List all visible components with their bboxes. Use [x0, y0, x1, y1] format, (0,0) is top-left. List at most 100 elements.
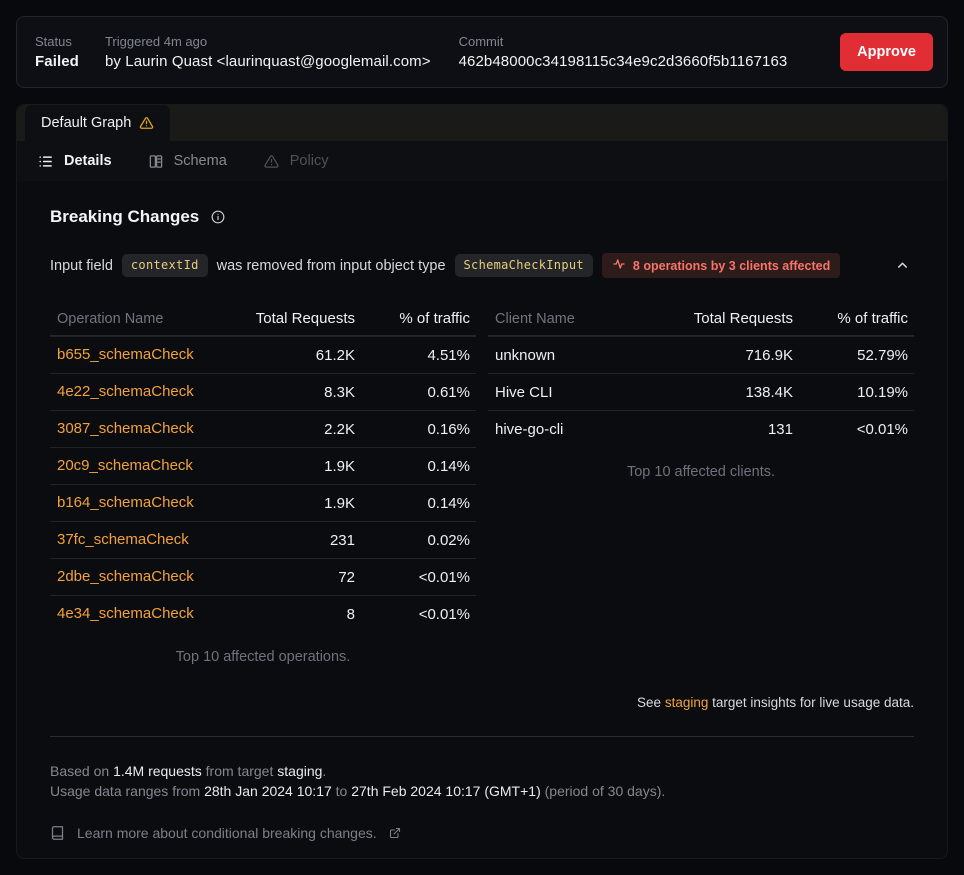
- table-row: hive-go-cli 131 <0.01%: [488, 410, 914, 447]
- operation-link[interactable]: 37fc_schemaCheck: [57, 531, 189, 548]
- nav-policy[interactable]: Policy: [263, 153, 329, 169]
- requests-cell: 8.3K: [324, 383, 355, 401]
- affected-operations-table: Operation Name Total Requests % of traff…: [50, 302, 476, 665]
- traffic-cell: <0.01%: [856, 420, 908, 438]
- traffic-cell: <0.01%: [418, 568, 470, 586]
- affected-operations-badge: 8 operations by 3 clients affected: [601, 253, 841, 278]
- status-field: Status Failed: [35, 34, 79, 70]
- requests-cell: 138.4K: [745, 383, 793, 401]
- table-row: 37fc_schemaCheck 231 0.02%: [50, 521, 476, 558]
- traffic-cell: 0.14%: [427, 494, 470, 512]
- to-word: to: [335, 783, 348, 800]
- requests-cell: 72: [338, 568, 355, 586]
- operation-link[interactable]: 4e34_schemaCheck: [57, 605, 194, 622]
- change-prefix: Input field: [50, 257, 113, 274]
- warning-triangle-icon: [139, 116, 154, 130]
- schema-check-panel: Default Graph Details: [16, 104, 948, 859]
- col-total-requests: Total Requests: [693, 310, 793, 327]
- col-client-name: Client Name: [495, 310, 575, 327]
- col-traffic: % of traffic: [837, 310, 908, 327]
- operation-link[interactable]: b655_schemaCheck: [57, 346, 194, 363]
- external-link-icon: [389, 827, 401, 839]
- traffic-cell: 0.16%: [427, 420, 470, 438]
- requests-cell: 1.9K: [324, 457, 355, 475]
- table-row: b655_schemaCheck 61.2K 4.51%: [50, 336, 476, 373]
- table-row: unknown 716.9K 52.79%: [488, 336, 914, 373]
- operation-link[interactable]: 2dbe_schemaCheck: [57, 568, 194, 585]
- traffic-cell: 52.79%: [857, 346, 908, 364]
- table-row: 20c9_schemaCheck 1.9K 0.14%: [50, 447, 476, 484]
- learn-more-link[interactable]: Learn more about conditional breaking ch…: [50, 823, 914, 843]
- nav-details[interactable]: Details: [37, 153, 112, 169]
- clients-caption: Top 10 affected clients.: [626, 464, 776, 480]
- traffic-cell: 0.02%: [427, 531, 470, 549]
- nav-schema-label: Schema: [173, 153, 227, 169]
- check-status-bar: Status Failed Triggered 4m ago by Laurin…: [16, 16, 948, 88]
- operations-table-header: Operation Name Total Requests % of traff…: [50, 302, 476, 336]
- traffic-cell: 4.51%: [427, 346, 470, 364]
- date-to: 27th Feb 2024 10:17 (GMT+1): [351, 783, 541, 800]
- staging-target-link[interactable]: staging: [664, 695, 709, 710]
- table-row: 4e22_schemaCheck 8.3K 0.61%: [50, 373, 476, 410]
- operation-link[interactable]: 3087_schemaCheck: [57, 420, 194, 437]
- operation-link[interactable]: b164_schemaCheck: [57, 494, 194, 511]
- breaking-change-row: Input field contextId was removed from i…: [50, 253, 914, 278]
- book-icon: [50, 825, 65, 841]
- collapse-chevron-up-icon[interactable]: [891, 254, 914, 277]
- table-row: b164_schemaCheck 1.9K 0.14%: [50, 484, 476, 521]
- status-value: Failed: [35, 53, 79, 70]
- details-content: Breaking Changes Input field contextId w…: [17, 207, 947, 843]
- graph-tab-label: Default Graph: [41, 115, 132, 131]
- nav-details-label: Details: [64, 153, 112, 169]
- activity-pulse-icon: [612, 258, 626, 273]
- requests-count: 1.4M requests: [113, 763, 202, 779]
- operation-link[interactable]: 4e22_schemaCheck: [57, 383, 194, 400]
- operations-caption: Top 10 affected operations.: [175, 649, 351, 665]
- based-on-line: Based on 1.4M requests from target stagi…: [50, 761, 914, 781]
- date-from: 28th Jan 2024 10:17: [204, 783, 332, 800]
- change-middle: was removed from input object type: [216, 257, 446, 274]
- requests-cell: 716.9K: [745, 346, 793, 364]
- from-target: from target: [205, 763, 274, 779]
- requests-cell: 2.2K: [324, 420, 355, 438]
- period-suffix: (period of 30 days).: [544, 783, 666, 800]
- client-name-cell: unknown: [495, 346, 556, 364]
- info-icon[interactable]: [211, 210, 225, 224]
- alert-triangle-icon: [263, 154, 280, 169]
- approve-button[interactable]: Approve: [840, 33, 933, 71]
- col-total-requests: Total Requests: [255, 310, 355, 327]
- usage-footer: Based on 1.4M requests from target stagi…: [50, 761, 914, 843]
- tab-default-graph[interactable]: Default Graph: [25, 105, 171, 141]
- operation-link[interactable]: 20c9_schemaCheck: [57, 457, 193, 474]
- traffic-cell: <0.01%: [418, 605, 470, 623]
- table-row: Hive CLI 138.4K 10.19%: [488, 373, 914, 410]
- based-prefix: Based on: [50, 763, 110, 779]
- traffic-cell: 0.61%: [427, 383, 470, 401]
- divider: [50, 736, 914, 737]
- clients-table-header: Client Name Total Requests % of traffic: [488, 302, 914, 336]
- columns-icon: [148, 154, 164, 169]
- commit-label: Commit: [458, 34, 504, 49]
- triggered-value: by Laurin Quast <laurinquast@googlemail.…: [104, 53, 431, 70]
- nav-policy-label: Policy: [289, 153, 329, 169]
- insights-see: See: [637, 695, 662, 710]
- requests-cell: 231: [329, 531, 355, 549]
- triggered-field: Triggered 4m ago by Laurin Quast <laurin…: [105, 34, 431, 70]
- field-code-badge: contextId: [121, 254, 208, 277]
- traffic-cell: 0.14%: [427, 457, 470, 475]
- type-code-badge: SchemaCheckInput: [454, 254, 593, 277]
- affected-badge-label: 8 operations by 3 clients affected: [632, 258, 831, 273]
- triggered-label: Triggered 4m ago: [104, 34, 208, 49]
- list-icon: [37, 154, 54, 169]
- learn-more-label: Learn more about conditional breaking ch…: [77, 824, 377, 841]
- nav-schema[interactable]: Schema: [148, 153, 227, 169]
- col-traffic: % of traffic: [399, 310, 470, 327]
- graph-tabstrip: Default Graph: [17, 105, 947, 141]
- client-name-cell: Hive CLI: [495, 383, 553, 401]
- commit-field: Commit 462b48000c34198115c34e9c2d3660f5b…: [459, 34, 788, 70]
- target-name: staging: [277, 763, 323, 779]
- client-name-cell: hive-go-cli: [495, 420, 564, 438]
- check-nav: Details Schema Policy: [17, 141, 947, 181]
- status-label: Status: [35, 34, 72, 49]
- period-dot: .: [322, 763, 327, 779]
